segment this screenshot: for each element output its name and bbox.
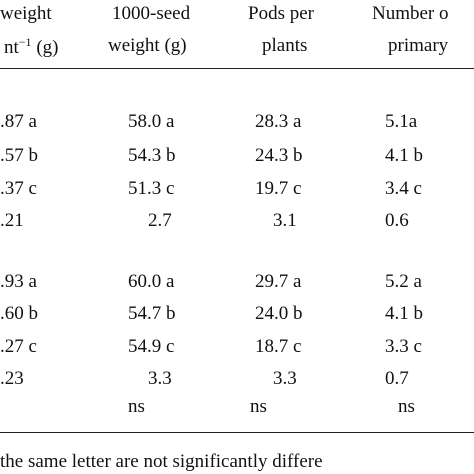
- superscript: −1: [18, 35, 32, 49]
- table-cell: 18.7 c: [255, 336, 302, 357]
- table-cell: .37 c: [0, 178, 37, 199]
- table-cell: .60 b: [0, 303, 38, 324]
- table-cell: 54.7 b: [128, 303, 176, 324]
- table-cell: .87 a: [0, 111, 37, 132]
- header-unit: (g): [36, 37, 59, 58]
- table-cell: 4.1 b: [385, 303, 423, 324]
- table-cell: 54.3 b: [128, 145, 176, 166]
- table-cell: 2.7: [148, 210, 172, 231]
- header-text: weight (g): [108, 35, 187, 56]
- header-text: plants: [262, 36, 307, 55]
- header-text: plants: [262, 35, 308, 56]
- table-cell: 51.3 c: [128, 178, 175, 199]
- header-text: nt: [4, 37, 19, 58]
- table-cell: 24.3 b: [255, 145, 303, 166]
- header-text: primary: [388, 36, 448, 55]
- table-cell: 24.0 b: [255, 303, 303, 324]
- header-text: primary: [388, 35, 449, 56]
- table-cell: .23: [0, 368, 24, 389]
- bottom-rule: [0, 432, 474, 433]
- table-cell: ns: [398, 396, 415, 417]
- footnote: the same letter are not significantly di…: [0, 451, 323, 472]
- table-cell: 5.1a: [385, 111, 418, 132]
- table-cell: 54.9 c: [128, 336, 175, 357]
- table-cell: 3.4 c: [385, 178, 422, 199]
- table-cell: 4.1 b: [385, 145, 423, 166]
- header-text: weight: [0, 3, 52, 24]
- table-cell: 5.2 a: [385, 271, 422, 292]
- table-cell: 28.3 a: [255, 111, 302, 132]
- header-text: nt−1 (g): [4, 36, 58, 57]
- table-cell: 3.3: [273, 368, 297, 389]
- table-cell: 3.1: [273, 210, 297, 231]
- table-cell: ns: [128, 396, 145, 417]
- table-cell: 29.7 a: [255, 271, 302, 292]
- header-text: Number o: [372, 3, 449, 24]
- table-cell: .93 a: [0, 271, 37, 292]
- header-text: weight (g): [108, 36, 187, 55]
- table-cell: 19.7 c: [255, 178, 302, 199]
- table-cell: 0.7: [385, 368, 409, 389]
- header-text: Pods per: [248, 3, 314, 24]
- header-text: 1000-seed: [112, 3, 191, 24]
- table-cell: 58.0 a: [128, 111, 175, 132]
- table-cell: 60.0 a: [128, 271, 175, 292]
- header-rule: [0, 68, 474, 69]
- table-cell: 3.3 c: [385, 336, 422, 357]
- table-cell: 3.3: [148, 368, 172, 389]
- table-cell: .57 b: [0, 145, 38, 166]
- table-cell: .21: [0, 210, 24, 231]
- table-cell: .27 c: [0, 336, 37, 357]
- table-cell: 0.6: [385, 210, 409, 231]
- table-cell: ns: [250, 396, 267, 417]
